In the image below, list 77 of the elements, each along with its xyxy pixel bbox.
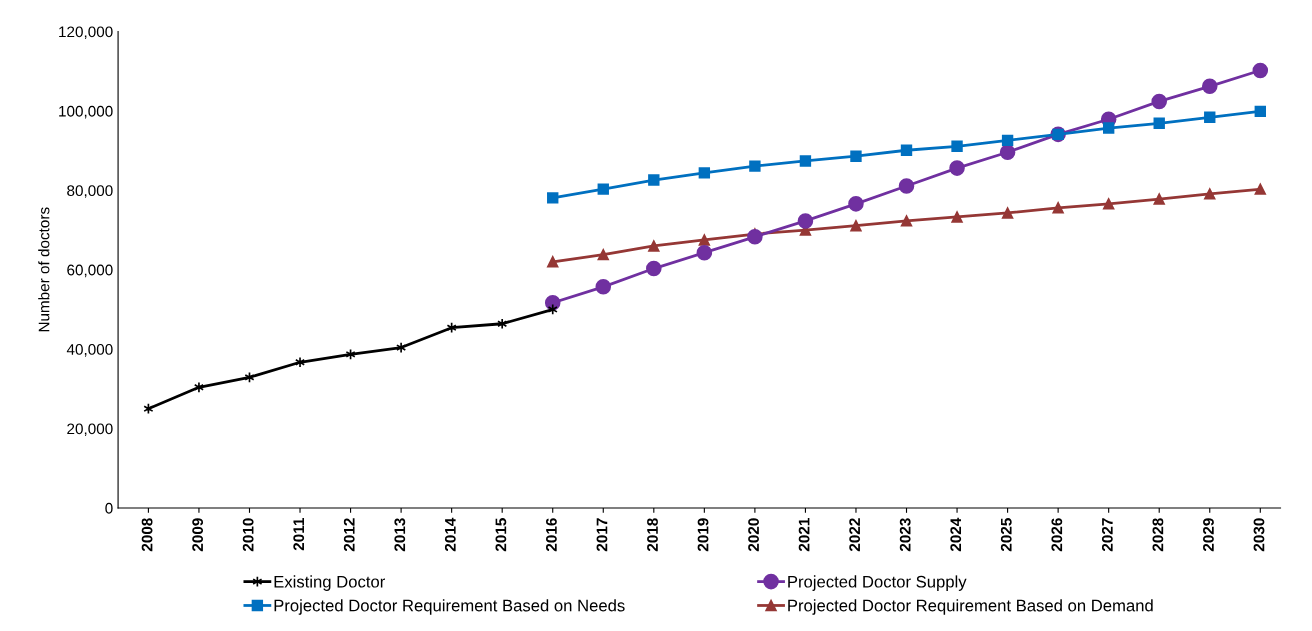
x-tick-label: 2015 [495,518,507,552]
point [1254,183,1266,195]
point [999,144,1016,161]
point [1102,198,1115,210]
point [949,160,965,176]
x-tick-label: 2012 [343,518,355,552]
x-tick-label: 2023 [899,518,911,552]
point [850,150,862,162]
point [1204,188,1216,200]
x-tick-label: 2026 [1051,518,1063,552]
point [1153,117,1165,129]
point [648,174,660,186]
point [1201,78,1218,95]
point [1254,105,1266,118]
x-tick-label: 2019 [697,518,709,552]
y-tick-label: 60,000 [67,264,113,278]
y-tick-label: 100,000 [59,105,113,119]
point [646,260,662,277]
point [497,318,508,330]
legend-label: Existing Doctor [274,575,385,591]
point [799,155,812,167]
point [951,211,963,223]
x-tick-label: 2013 [394,518,406,552]
point [747,229,763,245]
y-tick-label: 120,000 [59,26,113,40]
x-tick-label: 2009 [192,518,204,552]
point [797,213,814,229]
point [1001,207,1014,219]
point [1052,202,1064,214]
y-tick-label: 20,000 [67,423,113,437]
x-tick-label: 2014 [444,517,456,552]
point [898,178,915,194]
y-tick-label: 0 [105,502,113,514]
point [1252,62,1269,79]
point [294,356,306,368]
point [547,192,559,204]
y-axis-title: Number of doctors [38,207,50,332]
x-tick-label: 2027 [1101,518,1113,552]
legend-label: Projected Doctor Requirement Based on Demand [788,599,1153,615]
x-tick-label: 2028 [1152,518,1164,552]
point [900,215,913,227]
x-tick-label: 2017 [596,518,608,552]
y-tick-label: 80,000 [67,185,113,198]
x-tick-label: 2021 [798,518,810,552]
legend-label: Projected Doctor Supply [788,575,967,591]
point [648,240,660,252]
point [749,160,761,172]
point [900,144,913,156]
point [597,183,609,195]
point [597,248,609,261]
x-tick-label: 2022 [849,518,861,552]
x-tick-label: 2024 [950,517,962,552]
point [698,234,711,246]
point [1151,93,1167,110]
x-tick-label: 2030 [1253,518,1265,552]
x-tick-label: 2010 [242,518,254,552]
point [1102,122,1115,134]
point [951,140,963,152]
x-tick-label: 2011 [293,518,305,551]
point [1204,111,1216,123]
point [696,244,713,261]
point [1153,193,1165,205]
y-tick-label: 40,000 [66,344,113,357]
point [1001,134,1014,147]
x-tick-label: 2018 [647,518,658,552]
point [850,219,862,232]
x-tick-label: 2020 [748,518,759,552]
legend-label: Projected Doctor Requirement Based on Needs [274,599,625,615]
point [848,196,864,212]
x-tick-label: 2008 [141,518,153,552]
x-tick-label: 2029 [1203,518,1214,552]
point [193,381,204,393]
x-tick-label: 2025 [1000,518,1012,552]
point [547,256,559,268]
point [698,167,711,179]
x-tick-label: 2016 [546,518,557,552]
point [595,279,612,295]
